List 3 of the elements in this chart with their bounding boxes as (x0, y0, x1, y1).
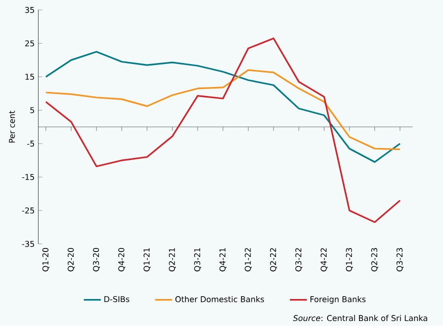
line-series (45, 38, 401, 224)
line-series (45, 50, 401, 163)
line-series (45, 69, 401, 150)
